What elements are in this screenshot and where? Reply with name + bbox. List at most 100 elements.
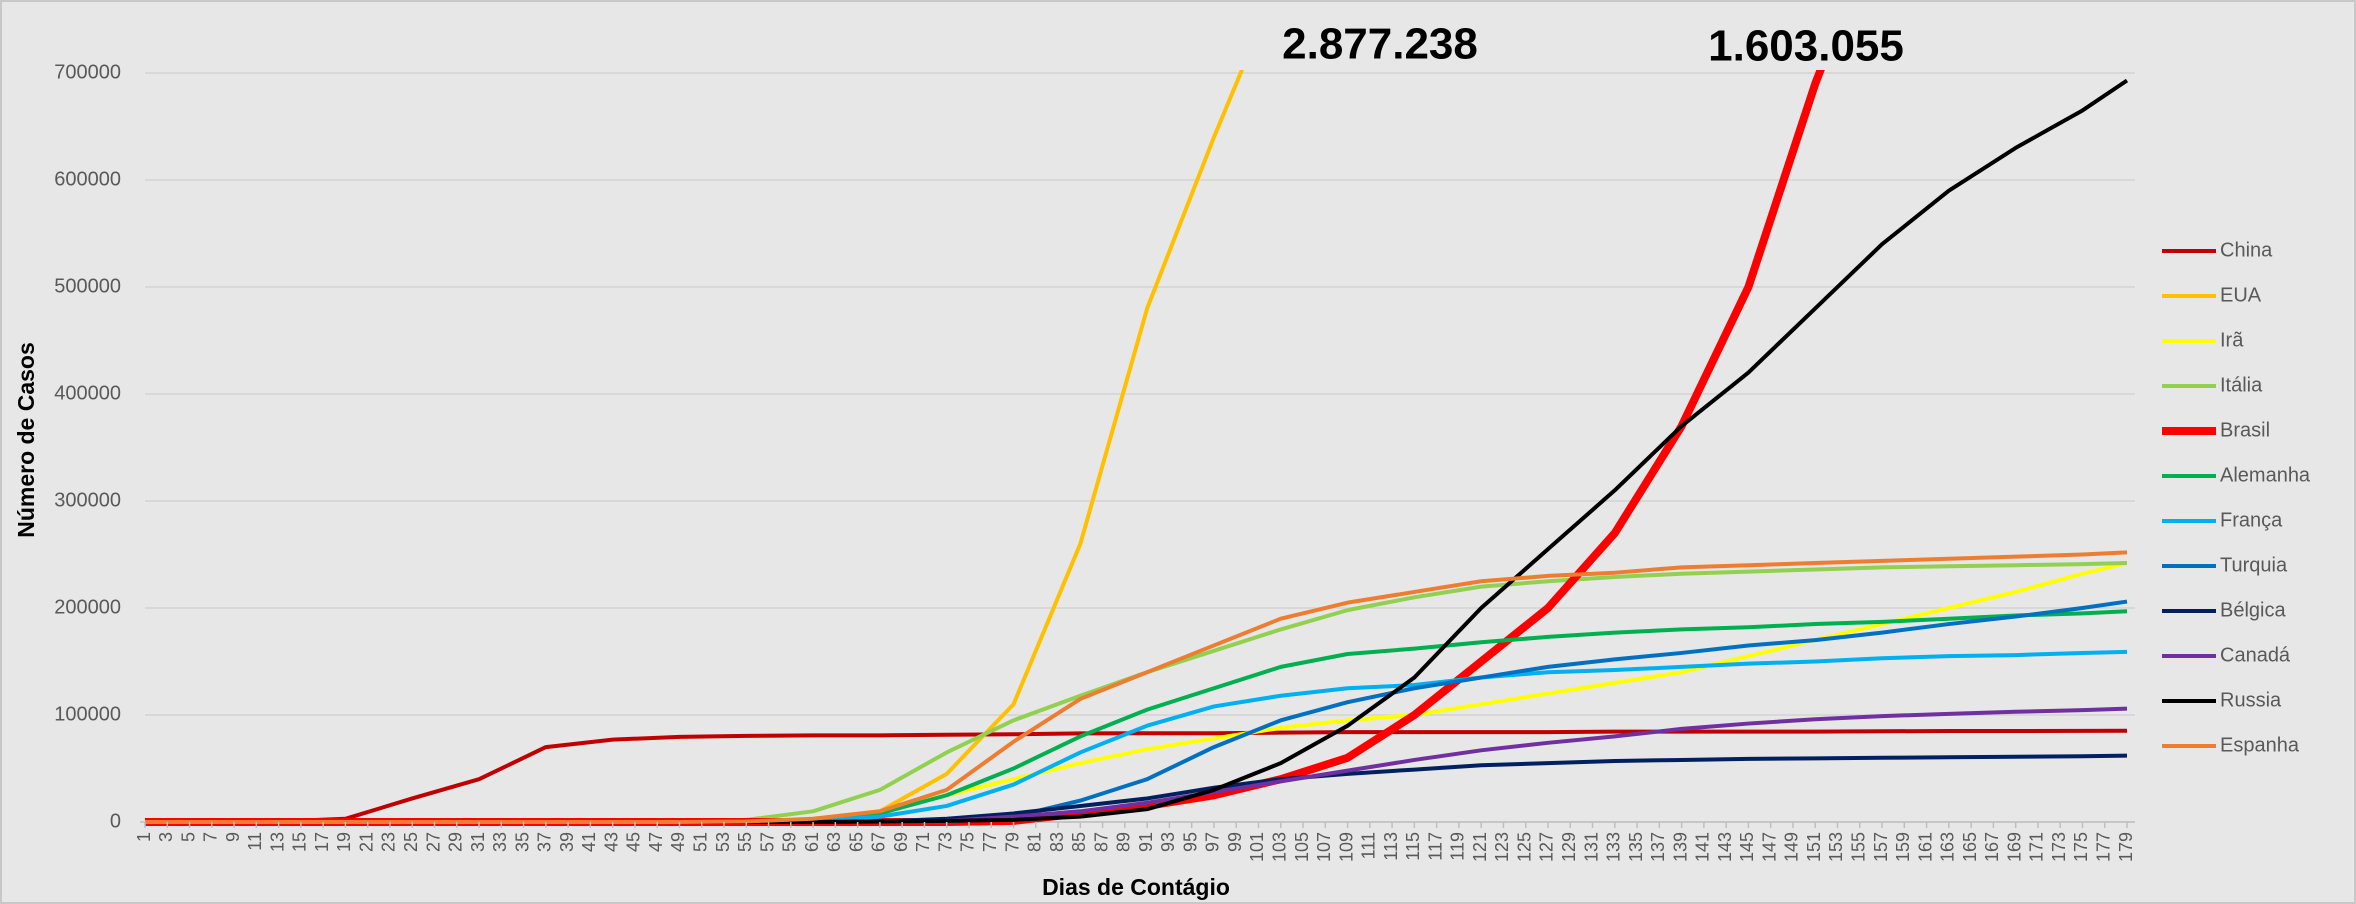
x-tick-label: 143	[1715, 832, 1735, 862]
x-tick-label: 145	[1737, 832, 1757, 862]
x-tick-label: 79	[1002, 832, 1022, 852]
x-tick-label: 11	[245, 832, 265, 851]
legend-label: Russia	[2220, 689, 2282, 711]
x-tick-label: 65	[846, 832, 866, 852]
x-tick-label: 51	[690, 832, 710, 852]
x-tick-label: 9	[223, 832, 243, 842]
x-tick-label: 77	[980, 832, 1000, 852]
x-tick-label: 161	[1915, 832, 1935, 862]
x-tick-label: 95	[1180, 832, 1200, 852]
x-tick-label: 121	[1470, 832, 1490, 862]
x-tick-label: 83	[1047, 832, 1067, 852]
x-tick-label: 39	[557, 832, 577, 852]
x-tick-label: 127	[1537, 832, 1557, 862]
x-tick-label: 5	[178, 832, 198, 842]
annotation: 2.877.238	[1282, 20, 1478, 69]
x-tick-label: 49	[668, 832, 688, 852]
x-tick-label: 71	[913, 832, 933, 852]
x-tick-label: 31	[468, 832, 488, 852]
x-tick-label: 169	[2004, 832, 2024, 862]
x-tick-label: 179	[2116, 832, 2136, 862]
x-tick-label: 73	[935, 832, 955, 852]
x-tick-label: 133	[1604, 832, 1624, 862]
y-tick-label: 400000	[54, 382, 121, 404]
x-tick-label: 45	[624, 832, 644, 852]
x-tick-label: 55	[735, 832, 755, 852]
x-tick-label: 67	[869, 832, 889, 852]
x-tick-label: 63	[824, 832, 844, 852]
x-tick-label: 113	[1381, 832, 1401, 861]
legend-label: Espanha	[2220, 734, 2300, 756]
x-tick-label: 137	[1648, 832, 1668, 862]
x-tick-label: 157	[1871, 832, 1891, 862]
x-tick-label: 29	[446, 832, 466, 852]
x-tick-label: 85	[1069, 832, 1089, 852]
x-tick-label: 165	[1960, 832, 1980, 862]
x-tick-label: 131	[1581, 832, 1601, 862]
x-tick-label: 19	[334, 832, 354, 852]
x-tick-label: 23	[379, 832, 399, 852]
x-tick-label: 99	[1225, 832, 1245, 852]
x-tick-label: 167	[1982, 832, 2002, 862]
x-tick-label: 7	[201, 832, 221, 842]
x-tick-label: 105	[1292, 832, 1312, 862]
x-tick-label: 129	[1559, 832, 1579, 862]
x-tick-label: 53	[713, 832, 733, 852]
x-tick-label: 33	[490, 832, 510, 852]
x-tick-label: 125	[1514, 832, 1534, 862]
x-tick-label: 15	[290, 832, 310, 852]
x-tick-label: 47	[646, 832, 666, 852]
x-tick-label: 149	[1782, 832, 1802, 862]
annotation: 1.603.055	[1708, 22, 1904, 71]
x-tick-label: 117	[1425, 832, 1445, 861]
x-tick-label: 109	[1336, 832, 1356, 862]
x-tick-label: 35	[512, 832, 532, 852]
y-tick-label: 600000	[54, 168, 121, 190]
x-tick-label: 41	[579, 832, 599, 852]
x-tick-label: 103	[1270, 832, 1290, 862]
x-tick-label: 3	[156, 832, 176, 842]
x-tick-label: 93	[1158, 832, 1178, 852]
x-tick-label: 163	[1938, 832, 1958, 862]
x-tick-label: 1	[134, 832, 154, 842]
x-tick-label: 75	[958, 832, 978, 852]
y-tick-label: 500000	[54, 275, 121, 297]
y-tick-label: 700000	[54, 61, 121, 83]
x-tick-label: 139	[1670, 832, 1690, 862]
ticks: 0 100000 200000 300000 400000 500000 600000 700…	[54, 61, 2136, 862]
x-tick-label: 61	[802, 832, 822, 852]
x-tick-label: 115	[1403, 832, 1423, 861]
x-tick-label: 37	[535, 832, 555, 852]
y-tick-label: 100000	[54, 703, 121, 725]
legend-label: Alemanha	[2220, 464, 2311, 486]
x-tick-label: 97	[1203, 832, 1223, 852]
y-tick-label: 0	[110, 810, 121, 832]
x-tick-label: 13	[267, 832, 287, 852]
x-tick-label: 25	[401, 832, 421, 852]
x-tick-label: 107	[1314, 832, 1334, 862]
x-tick-label: 17	[312, 832, 332, 852]
x-tick-label: 173	[2049, 832, 2069, 862]
x-tick-label: 153	[1826, 832, 1846, 862]
x-tick-label: 171	[2027, 832, 2047, 862]
legend-label: Turquia	[2220, 554, 2288, 576]
x-tick-label: 27	[423, 832, 443, 852]
x-tick-label: 135	[1626, 832, 1646, 862]
x-tick-label: 177	[2093, 832, 2113, 862]
x-tick-label: 175	[2071, 832, 2091, 862]
legend-label: China	[2220, 239, 2273, 261]
grid	[140, 72, 2135, 823]
legend-label: EUA	[2220, 284, 2262, 306]
x-tick-label: 123	[1492, 832, 1512, 862]
y-tick-label: 200000	[54, 596, 121, 618]
series-line	[145, 728, 2128, 824]
legend-label: Bélgica	[2220, 599, 2286, 621]
x-tick-label: 57	[757, 832, 777, 852]
x-tick-label: 155	[1849, 832, 1869, 862]
legend-label: Brasil	[2220, 419, 2270, 441]
y-tick-label: 300000	[54, 489, 121, 511]
x-tick-label: 147	[1759, 832, 1779, 862]
legend-label: Irã	[2220, 329, 2244, 351]
